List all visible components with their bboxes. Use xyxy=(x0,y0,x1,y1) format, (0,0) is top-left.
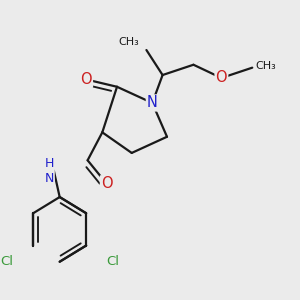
Text: O: O xyxy=(216,70,227,86)
Text: H
N: H N xyxy=(44,157,54,184)
Text: Cl: Cl xyxy=(0,255,13,268)
Text: CH₃: CH₃ xyxy=(118,37,139,47)
Text: O: O xyxy=(80,72,92,87)
Text: O: O xyxy=(101,176,112,191)
Text: Cl: Cl xyxy=(106,255,119,268)
Text: CH₃: CH₃ xyxy=(255,61,276,71)
Text: N: N xyxy=(147,95,158,110)
